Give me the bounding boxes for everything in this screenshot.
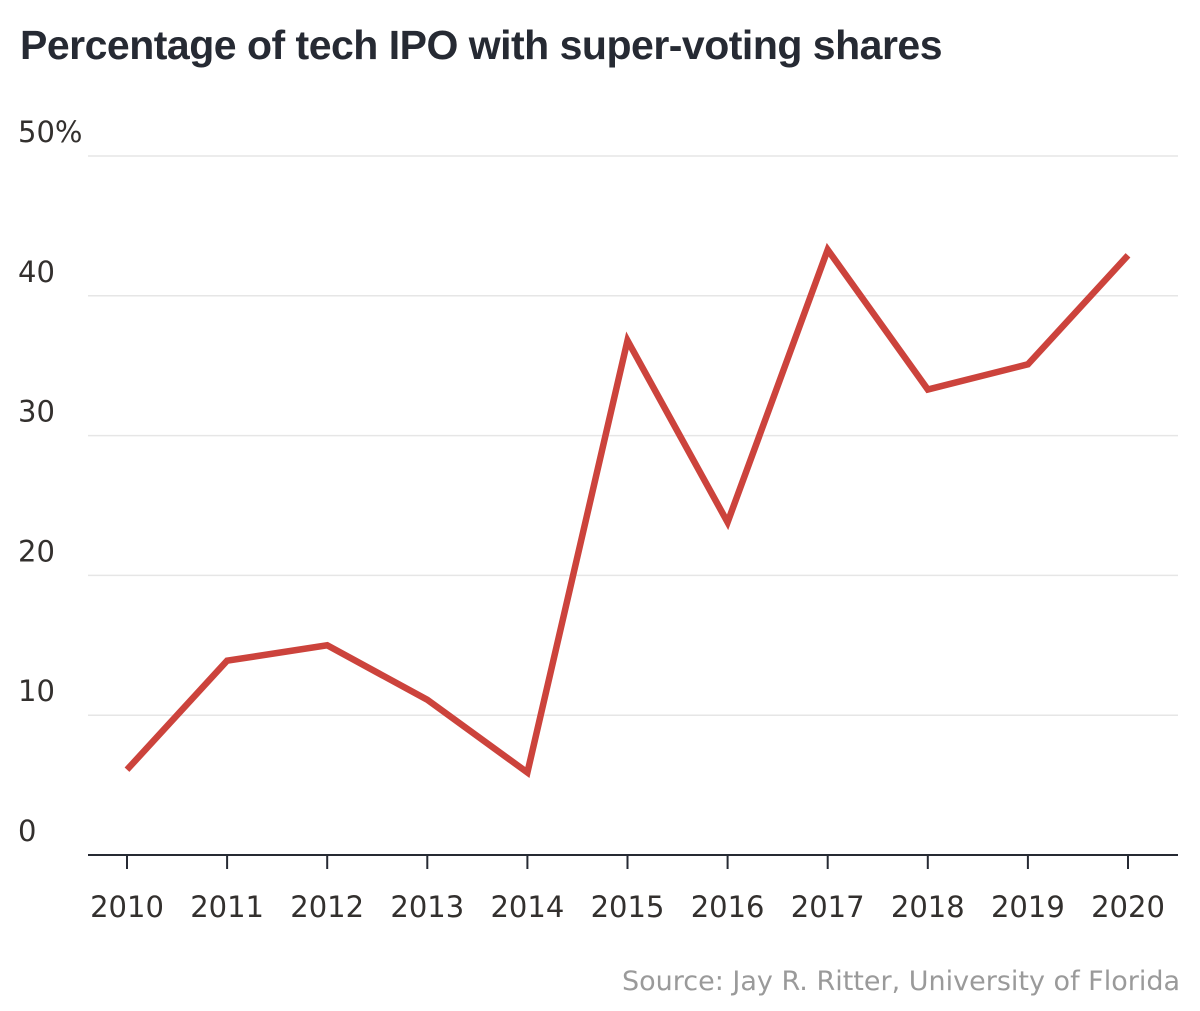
source-note: Source: Jay R. Ritter, University of Flo… xyxy=(622,966,1180,997)
x-tick-label: 2013 xyxy=(390,890,464,924)
series-layer xyxy=(124,242,1131,779)
x-tick-label: 2017 xyxy=(791,890,865,924)
y-tick-label: 30 xyxy=(18,395,55,429)
x-tick-label: 2011 xyxy=(190,890,264,924)
series-line xyxy=(124,242,1131,779)
x-tick-label: 2010 xyxy=(90,890,164,924)
x-tick-label: 2012 xyxy=(290,890,364,924)
x-tick-label: 2016 xyxy=(691,890,765,924)
gridlines xyxy=(88,155,1178,716)
y-axis-tick-labels: 0 10 20 30 40 50% xyxy=(18,115,82,848)
y-tick-label: 50% xyxy=(18,115,82,149)
x-tick-label: 2014 xyxy=(490,890,564,924)
x-axis: 2010 2011 2012 2013 2014 2015 2016 2017 2018 2019… xyxy=(88,854,1178,924)
x-tick-label: 2018 xyxy=(891,890,965,924)
x-tick-label: 2015 xyxy=(591,890,665,924)
y-tick-label: 20 xyxy=(18,534,55,568)
x-tick-label: 2020 xyxy=(1091,890,1165,924)
chart-title: Percentage of tech IPO with super-voting… xyxy=(20,22,943,68)
y-tick-label: 10 xyxy=(18,674,55,708)
x-tick-label: 2019 xyxy=(991,890,1065,924)
y-tick-label: 0 xyxy=(18,814,36,848)
y-tick-label: 40 xyxy=(18,255,55,289)
